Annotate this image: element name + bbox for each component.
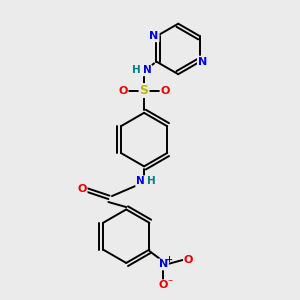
Text: +: +: [165, 255, 172, 264]
Text: N: N: [143, 65, 152, 75]
Text: O: O: [118, 85, 128, 96]
Text: N: N: [149, 31, 159, 41]
Text: N: N: [159, 260, 168, 269]
Text: N: N: [198, 57, 207, 67]
Text: H: H: [147, 176, 156, 186]
Text: O: O: [184, 255, 193, 265]
Text: H: H: [132, 65, 141, 75]
Text: N: N: [136, 176, 145, 186]
Text: S: S: [140, 84, 148, 97]
Text: ⁻: ⁻: [167, 278, 172, 288]
Text: O: O: [159, 280, 168, 290]
Text: O: O: [160, 85, 170, 96]
Text: O: O: [77, 184, 87, 194]
